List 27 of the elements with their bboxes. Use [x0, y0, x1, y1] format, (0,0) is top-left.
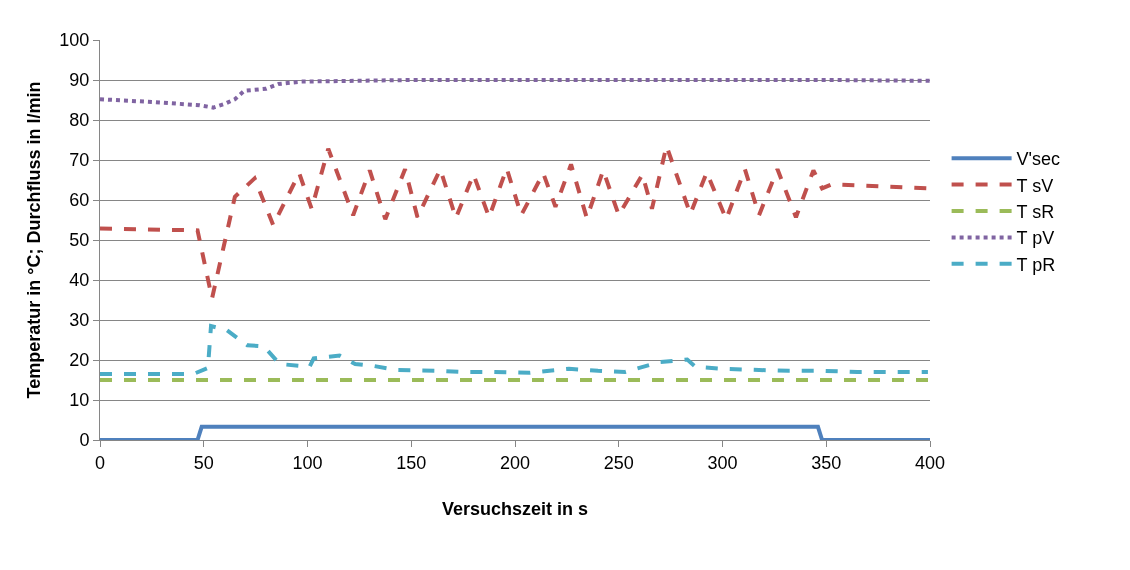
- legend-label: T pV: [1016, 228, 1055, 249]
- x-tick-label: 150: [396, 452, 427, 473]
- legend-label: T sV: [1016, 175, 1054, 196]
- x-tick-label: 50: [193, 452, 214, 473]
- y-tick-label: 100: [59, 30, 90, 51]
- y-tick-label: 30: [69, 310, 90, 331]
- x-tick-label: 350: [811, 452, 842, 473]
- x-tick-label: 0: [94, 452, 106, 473]
- y-tick-label: 90: [69, 70, 90, 91]
- legend-label: T sR: [1016, 202, 1055, 223]
- x-tick-label: 250: [603, 452, 634, 473]
- y-tick-label: 60: [69, 190, 90, 211]
- y-tick-label: 40: [69, 270, 90, 291]
- y-tick-label: 80: [69, 110, 90, 131]
- legend-label: V'sec: [1016, 149, 1061, 170]
- y-tick-label: 50: [69, 230, 90, 251]
- y-tick-label: 20: [69, 350, 90, 371]
- x-axis-title: Versuchszeit in s: [441, 498, 589, 519]
- x-tick-label: 300: [707, 452, 738, 473]
- y-tick-label: 0: [79, 430, 90, 451]
- y-tick-label: 70: [69, 150, 90, 171]
- y-axis-title: Temperatur in °C; Durchfluss in l/min: [23, 81, 44, 399]
- y-tick-label: 10: [69, 390, 90, 411]
- x-tick-label: 100: [292, 452, 323, 473]
- legend-label: T pR: [1016, 254, 1056, 275]
- x-tick-label: 200: [499, 452, 531, 473]
- x-tick-label: 400: [914, 452, 946, 473]
